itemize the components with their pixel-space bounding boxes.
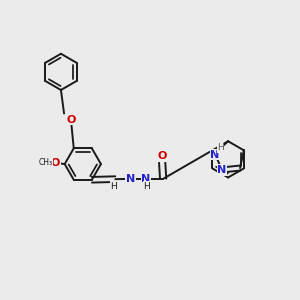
Text: N: N [141, 174, 151, 184]
Text: O: O [51, 158, 60, 168]
Text: N: N [126, 174, 135, 184]
Text: O: O [66, 115, 76, 125]
Text: H: H [143, 182, 150, 191]
Text: N: N [218, 165, 227, 175]
Text: H: H [110, 182, 117, 190]
Text: H: H [217, 143, 224, 152]
Text: N: N [210, 150, 220, 160]
Text: CH₃: CH₃ [39, 158, 53, 167]
Text: O: O [158, 151, 167, 161]
